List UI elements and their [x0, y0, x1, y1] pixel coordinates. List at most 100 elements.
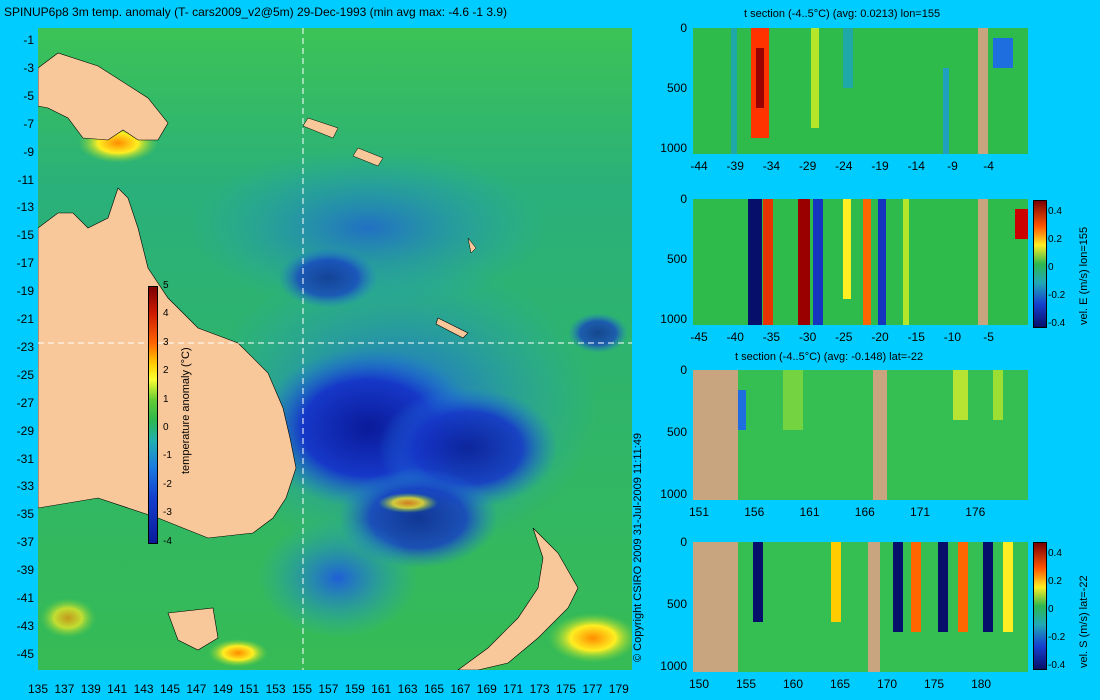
- panel2-x-tick: -15: [907, 330, 925, 344]
- map-y-tick: -9: [23, 144, 34, 159]
- panel1-x-tick: -34: [762, 159, 781, 173]
- map-y-tick: -21: [16, 312, 34, 326]
- map-x-tick: 149: [212, 682, 233, 696]
- map-x-tick: 159: [344, 682, 365, 696]
- map-x-tick: 177: [582, 682, 603, 696]
- map-x-tick: 167: [450, 682, 471, 696]
- map-x-tick: 173: [529, 682, 550, 696]
- map-x-tick: 179: [608, 682, 629, 696]
- colorbar-tick: 4: [163, 308, 169, 320]
- panel2-colorbar-label: vel. E (m/s) lon=155: [1078, 226, 1090, 325]
- map-x-tick: 171: [503, 682, 524, 696]
- panel4-x-tick: 160: [783, 677, 804, 691]
- velocity-e-colorbar: [1033, 200, 1047, 328]
- map-y-tick: -7: [23, 116, 34, 131]
- copyright-text: © Copyright CSIRO 2009 31-Jul-2009 11:11…: [632, 432, 644, 662]
- map-y-tick: -19: [16, 284, 34, 299]
- panel2-colorbar-tick: 0.4: [1048, 206, 1062, 217]
- map-y-tick: -13: [16, 200, 34, 215]
- panel4-x-tick: 170: [877, 677, 898, 691]
- panel4-x-tick: 180: [971, 677, 992, 691]
- panel2-x-tick: -10: [943, 330, 962, 344]
- panel4-colorbar-label: vel. S (m/s) lat=-22: [1078, 575, 1090, 668]
- panel1-x-tick: -44: [690, 159, 708, 173]
- panel1-y-tick: 0: [680, 21, 687, 35]
- panel1-x-tick: -14: [907, 159, 925, 173]
- panel1-x-tick: -9: [947, 159, 958, 173]
- map-x-tick: 153: [265, 682, 286, 696]
- panel3-y-tick: 1000: [660, 486, 687, 501]
- panel2-x-tick: -45: [690, 330, 708, 344]
- map-y-tick: -29: [16, 423, 34, 438]
- panel4-section[interactable]: [693, 542, 1028, 672]
- map-y-tick: -45: [16, 646, 34, 661]
- panel2-y-tick: 0: [680, 192, 687, 206]
- panel4-x-tick: 175: [924, 677, 945, 691]
- panel4-colorbar-tick: 0.4: [1048, 548, 1062, 559]
- tasmania-landmass: [167, 607, 219, 651]
- temperature-colorbar: [148, 286, 158, 544]
- map-x-tick: 163: [397, 682, 418, 696]
- panel2-x-tick: -20: [871, 330, 889, 344]
- panel1-section[interactable]: [693, 28, 1028, 154]
- map-x-tick: 175: [555, 682, 577, 696]
- panel3-x-tick: 151: [688, 505, 710, 519]
- panel1-x-tick: -19: [871, 159, 889, 173]
- map-y-tick: -15: [16, 228, 34, 243]
- colorbar-tick: -1: [163, 450, 172, 462]
- panel1-y-tick: 1000: [660, 141, 687, 155]
- panel1-title: t section (-4..5°C) (avg: 0.0213) lon=15…: [744, 8, 941, 20]
- main-map-title: SPINUP6p8 3m temp. anomaly (T- cars2009_…: [4, 5, 508, 19]
- map-x-tick: 165: [423, 682, 445, 696]
- colorbar-tick: -3: [163, 507, 172, 519]
- colorbar-label: temperature anomaly (°C): [180, 347, 192, 474]
- panel2-x-tick: -35: [762, 330, 781, 344]
- map-x-tick: 141: [107, 682, 128, 696]
- map-x-tick: 139: [80, 682, 101, 696]
- new-guinea-landmass: [38, 52, 169, 141]
- panel2-colorbar-tick: -0.2: [1048, 290, 1066, 301]
- colorbar-tick: 5: [163, 280, 169, 291]
- panel4-y-tick: 1000: [660, 658, 687, 673]
- main-map-plot[interactable]: [38, 28, 632, 670]
- panel2-y-tick: 1000: [660, 312, 687, 326]
- map-y-tick: -25: [16, 367, 34, 382]
- colorbar-tick: 1: [163, 393, 169, 405]
- map-y-tick: -23: [16, 339, 34, 354]
- map-x-tick: 161: [371, 682, 392, 696]
- panel4-y-tick: 500: [666, 596, 687, 611]
- panel3-x-tick: 176: [965, 505, 986, 519]
- panel4-y-tick: 0: [680, 535, 687, 549]
- map-x-tick: 143: [133, 682, 154, 696]
- colorbar-tick: 3: [163, 336, 169, 348]
- panel1-x-tick: -24: [835, 159, 853, 173]
- panel2-x-tick: -25: [835, 330, 853, 344]
- map-y-tick: -3: [23, 60, 34, 75]
- map-x-tick: 151: [239, 682, 260, 696]
- map-x-tick: 145: [159, 682, 181, 696]
- map-x-tick: 135: [27, 682, 49, 696]
- panel4-colorbar-tick: 0: [1048, 604, 1054, 615]
- map-x-tick: 169: [476, 682, 497, 696]
- panel4-x-tick: 155: [735, 677, 757, 691]
- panel4-x-tick: 165: [830, 677, 851, 691]
- map-y-tick: -5: [23, 88, 34, 103]
- panel4-x-tick: 150: [688, 677, 710, 691]
- panel2-colorbar-tick: -0.4: [1048, 318, 1066, 329]
- panel2-colorbar-tick: 0: [1048, 262, 1054, 273]
- panel2-section[interactable]: [693, 199, 1028, 325]
- map-y-tick: -27: [16, 395, 34, 410]
- australia-landmass: [38, 187, 297, 539]
- map-y-tick: -31: [16, 451, 34, 466]
- panel4-colorbar-tick: -0.4: [1048, 660, 1066, 671]
- colorbar-tick: 2: [163, 365, 169, 377]
- panel2-colorbar-tick: 0.2: [1048, 234, 1062, 245]
- panel3-y-tick: 500: [666, 424, 687, 439]
- new-caledonia-landmass: [435, 317, 469, 339]
- new-zealand-landmass: [457, 527, 579, 670]
- panel1-y-tick: 500: [666, 81, 687, 95]
- colorbar-tick: -2: [163, 478, 172, 490]
- panel4-colorbar-tick: -0.2: [1048, 632, 1066, 643]
- panel3-section[interactable]: [693, 370, 1028, 500]
- panel4-colorbar-tick: 0.2: [1048, 576, 1062, 587]
